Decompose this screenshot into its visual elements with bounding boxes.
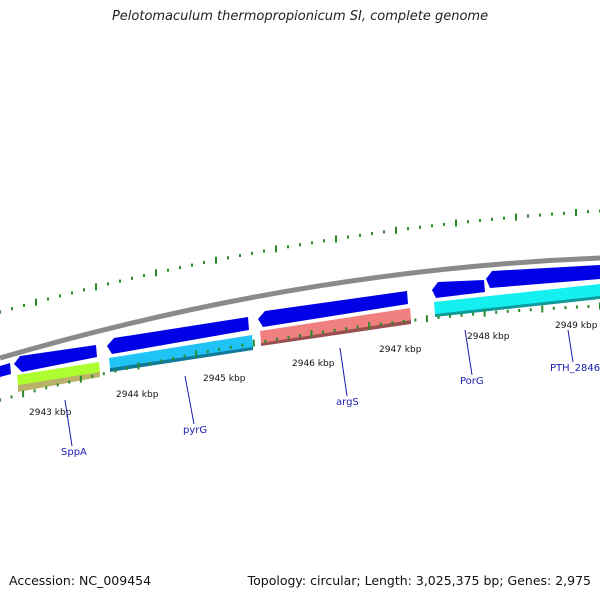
leader-line — [339, 347, 348, 397]
ruler-label: 2944 kbp — [116, 390, 159, 400]
gene-label-pth-2846: PTH_2846 — [550, 363, 600, 374]
outer-tick-track — [0, 209, 600, 314]
cds-arrow — [432, 280, 485, 298]
genome-backbone — [0, 255, 600, 361]
args-feature-shadow — [261, 320, 411, 346]
pyrg-feature — [109, 335, 253, 368]
genome-summary-text: Topology: circular; Length: 3,025,375 bp… — [247, 573, 591, 588]
forward-cds-track — [0, 265, 600, 377]
gene-label-pyrg: pyrG — [183, 425, 207, 436]
ruler-labels: 2943 kbp 2944 kbp 2945 kbp 2946 kbp 2947… — [29, 321, 598, 418]
pyrg-feature-shadow — [110, 346, 253, 372]
inner-tick-track — [0, 302, 600, 402]
ruler-label: 2949 kbp — [555, 321, 598, 331]
gene-label-porg: PorG — [460, 376, 484, 387]
cds-arrow — [14, 345, 97, 372]
leader-line — [64, 399, 73, 447]
cds-arrow — [107, 317, 249, 354]
map-title: Pelotomaculum thermopropionicum SI, comp… — [111, 9, 489, 24]
gene-label-sppa: SppA — [61, 447, 87, 458]
cds-arrow — [486, 265, 600, 288]
porg-feature — [434, 284, 600, 314]
cds-arrow — [0, 363, 11, 377]
leader-line — [464, 329, 473, 376]
gene-labels: SppA pyrG argS PorG PTH_2846 — [61, 363, 600, 458]
ruler-label: 2945 kbp — [203, 374, 246, 384]
args-feature — [260, 308, 411, 343]
gene-label-args: argS — [336, 397, 359, 408]
leader-line — [184, 375, 195, 425]
cds-arrow — [258, 291, 408, 327]
ruler-label: 2947 kbp — [379, 345, 422, 355]
feature-track — [17, 284, 600, 392]
ruler-label: 2946 kbp — [292, 359, 335, 369]
accession-text: Accession: NC_009454 — [9, 573, 152, 588]
ruler-label: 2948 kbp — [467, 332, 510, 342]
sppa-feature-shadow — [18, 371, 100, 392]
leader-line — [567, 329, 574, 363]
ruler-label: 2943 kbp — [29, 408, 72, 418]
gene-leaders — [64, 329, 574, 447]
sppa-feature — [17, 362, 100, 385]
